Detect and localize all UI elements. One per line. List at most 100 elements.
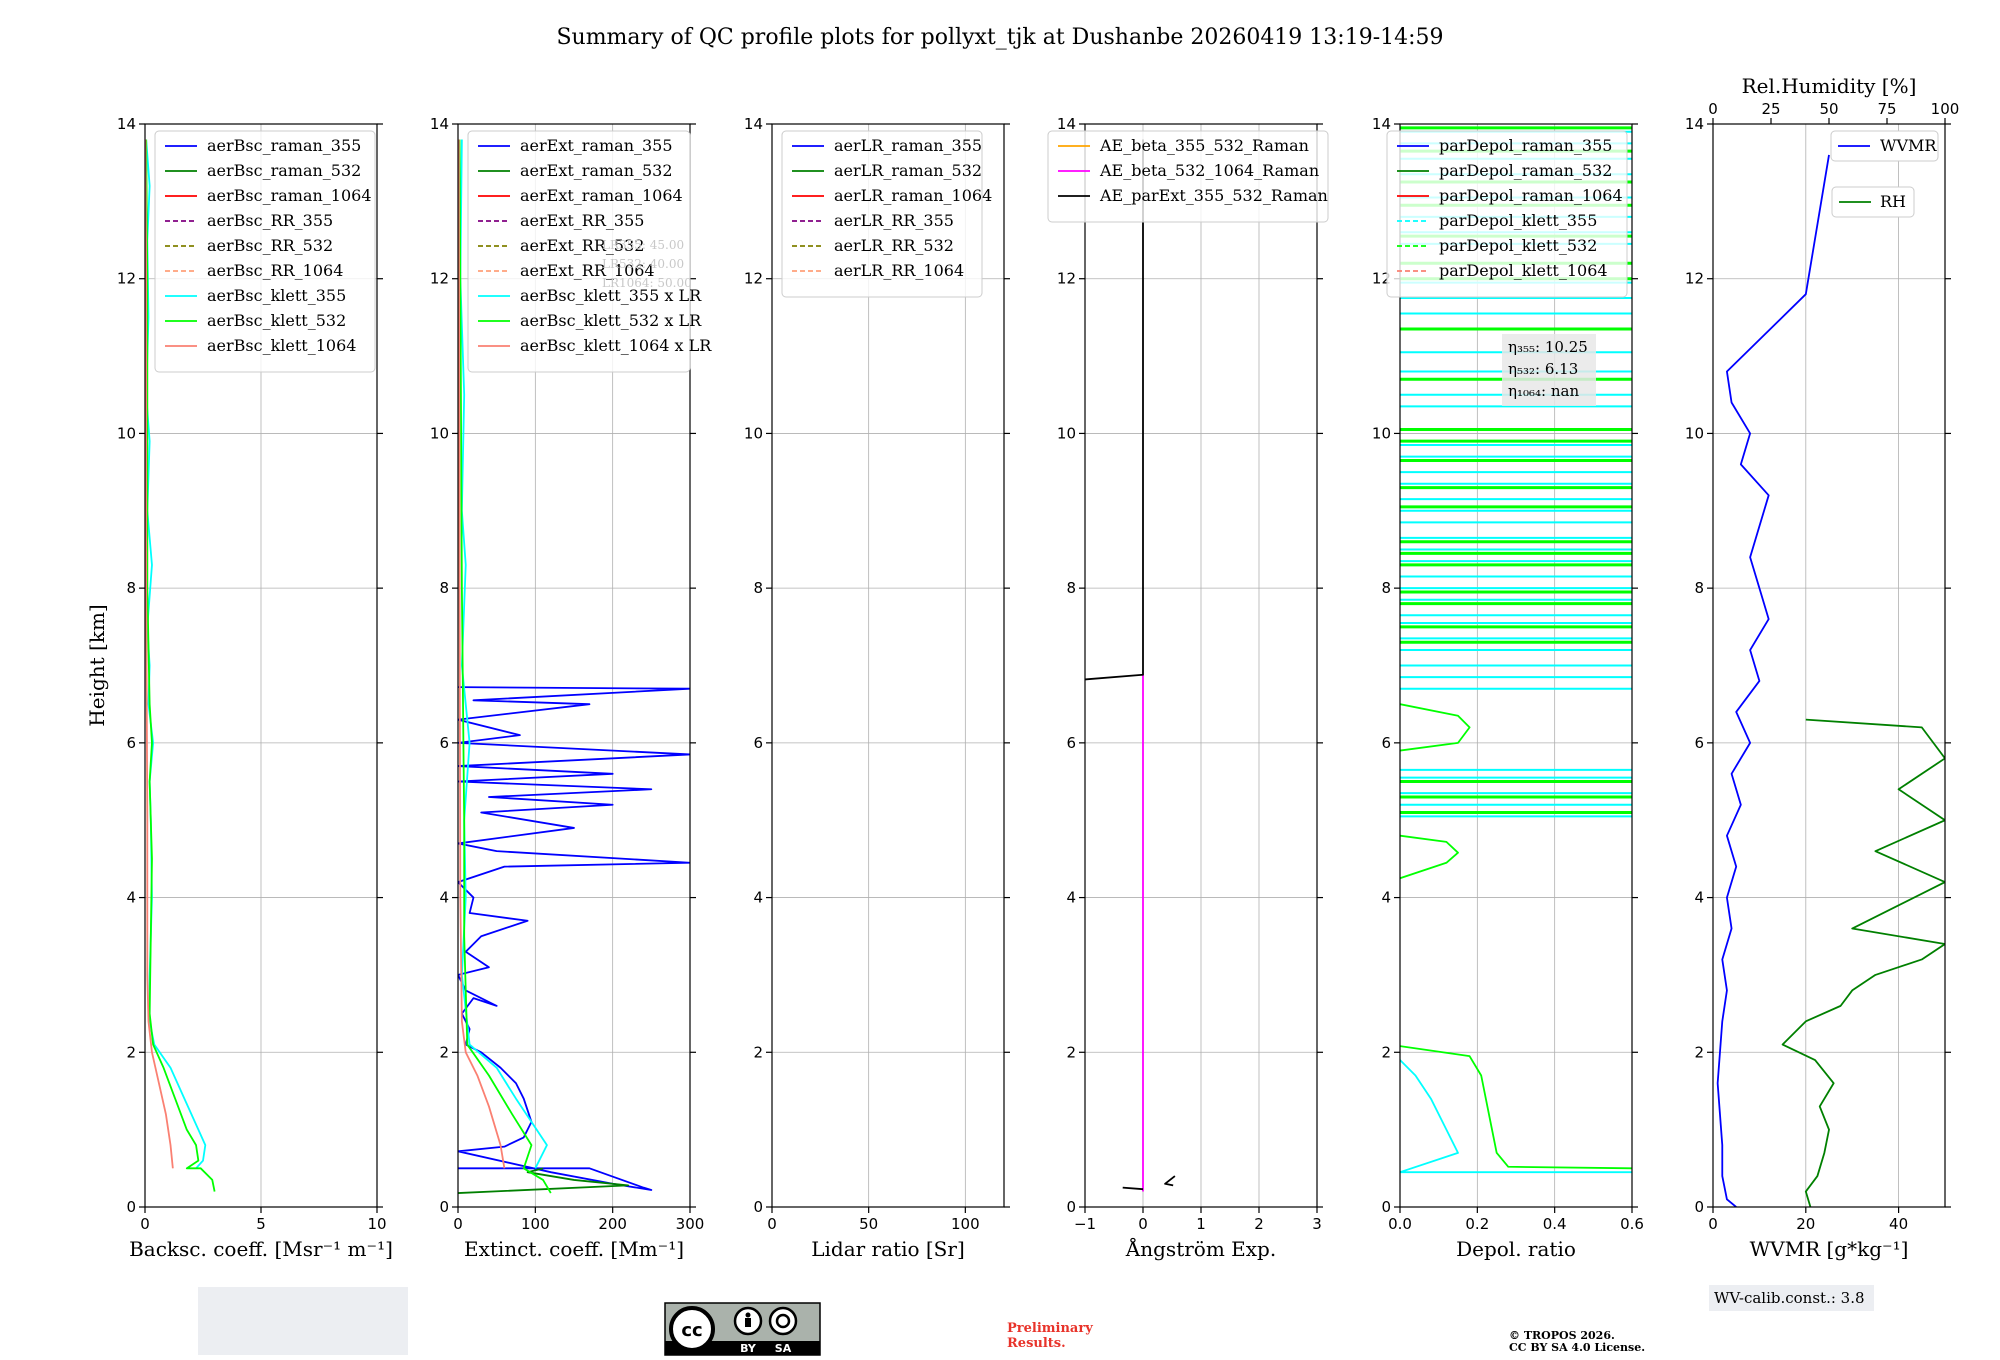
cc-license-badge: cc BY SA — [664, 1302, 821, 1356]
ytick-label: 6 — [1694, 734, 1704, 752]
legend-entry-aerbsc-raman-355: aerBsc_raman_355 — [207, 136, 361, 155]
ytick-label: 10 — [1372, 424, 1391, 442]
xtick-label: 3 — [1312, 1215, 1322, 1233]
ytick-label: 6 — [1066, 734, 1076, 752]
preliminary-line-1: Preliminary — [1007, 1321, 1093, 1336]
x2tick-label: 100 — [1931, 100, 1960, 118]
xtick-label: 0 — [453, 1215, 463, 1233]
ytick-label: 4 — [1694, 889, 1704, 907]
series-ae-parext-355-532-raman-low — [1122, 1186, 1144, 1191]
ytick-label: 12 — [117, 270, 136, 288]
axes-frame — [1712, 123, 1946, 1208]
xtick-label: 10 — [367, 1215, 386, 1233]
series-pardepol-klett-532 — [1400, 1045, 1632, 1170]
xtick-label: 0 — [1138, 1215, 1148, 1233]
ytick-label: 8 — [753, 579, 763, 597]
xaxis-title: WVMR [g*kg⁻¹] — [1750, 1237, 1909, 1261]
sa-icon — [768, 1306, 798, 1336]
legend-backscatter: aerBsc_raman_355 aerBsc_raman_532 aerBsc_r… — [154, 130, 376, 373]
legend-entry-pardepol-klett-532: parDepol_klett_532 — [1439, 236, 1597, 255]
ytick-label: 14 — [1057, 115, 1076, 133]
xtick-label: 2 — [1254, 1215, 1264, 1233]
xtick-label: 300 — [676, 1215, 705, 1233]
xaxis-title: Ångström Exp. — [1125, 1236, 1276, 1261]
legend-depol: parDepol_raman_355 parDepol_raman_532 parD… — [1386, 130, 1628, 298]
x2axis-title: Rel.Humidity [%] — [1742, 74, 1917, 98]
plot-area — [458, 139, 690, 1194]
ytick-label: 8 — [439, 579, 449, 597]
ytick-label: 8 — [1066, 579, 1076, 597]
ytick-label: 8 — [1381, 579, 1391, 597]
ytick-label: 0 — [753, 1198, 763, 1216]
ytick-label: 12 — [430, 270, 449, 288]
x2tick-label: 0 — [1708, 100, 1718, 118]
axes-frame — [144, 123, 378, 1208]
plot-area — [145, 139, 216, 1192]
legend-angstrom: AE_beta_355_532_Raman AE_beta_532_1064_Ra… — [1047, 130, 1329, 223]
legend-entry-aerlr-rr-532: aerLR_RR_532 — [834, 236, 954, 255]
ytick-label: 0 — [126, 1198, 136, 1216]
panel-backscatter: 0 2 4 6 8 10 12 14 0 5 10 Backsc. coeff. [Msr⁻¹ m⁻¹… — [85, 115, 396, 1350]
axes-frame — [1399, 123, 1633, 1208]
ytick-label: 12 — [1685, 270, 1704, 288]
legend-entry-aerext-rr-532: aerExt_RR_532 — [520, 236, 644, 255]
legend-entry-ae-beta-532-1064-raman: AE_beta_532_1064_Raman — [1099, 161, 1319, 180]
ytick-label: 6 — [753, 734, 763, 752]
legend-entry-aerbsc-klett-532-x-lr: aerBsc_klett_532 x LR — [520, 311, 702, 330]
ytick-label: 2 — [126, 1043, 136, 1061]
series-ae-parext-355-532-raman-hook — [1164, 1175, 1176, 1187]
series-aerbsc-klett-1064 — [145, 139, 174, 1169]
legend-entry-aerext-raman-1064: aerExt_raman_1064 — [520, 186, 683, 205]
legend-entry-pardepol-raman-532: parDepol_raman_532 — [1439, 161, 1612, 180]
xtick-label: 0.2 — [1465, 1215, 1489, 1233]
legend-entry-aerlr-rr-355: aerLR_RR_355 — [834, 211, 954, 230]
ytick-label: 6 — [1381, 734, 1391, 752]
preliminary-line-2: Results. — [1007, 1336, 1066, 1351]
ytick-label: 14 — [744, 115, 763, 133]
ytick-label: 2 — [1694, 1043, 1704, 1061]
figure-title: Summary of QC profile plots for pollyxt_… — [556, 25, 1443, 50]
eta-label: η₁₀₆₄: nan — [1508, 382, 1579, 400]
series-wvmr — [1716, 154, 1830, 1207]
series-ae-parext-355-532-raman — [1085, 139, 1144, 681]
xaxis-title: Extinct. coeff. [Mm⁻¹] — [464, 1237, 684, 1261]
xtick-label: 0.0 — [1388, 1215, 1412, 1233]
series-pardepol-klett-355 — [1400, 1059, 1632, 1174]
ytick-label: 4 — [1381, 889, 1391, 907]
legend-entry-aerbsc-klett-355: aerBsc_klett_355 — [207, 286, 346, 305]
xaxis-title: Backsc. coeff. [Msr⁻¹ m⁻¹] — [129, 1237, 393, 1261]
copyright-line-2: CC BY SA 4.0 License. — [1509, 1341, 1645, 1354]
wv-calib-label: WV-calib.const.: 3.8 — [1714, 1289, 1865, 1307]
ytick-label: 2 — [753, 1043, 763, 1061]
legend-extinction: aerExt_raman_355 aerExt_raman_532 aerExt_r… — [467, 130, 712, 373]
eta-labels: η₃₅₅: 10.25 η₅₃₂: 6.13 η₁₀₆₄: nan — [1502, 334, 1596, 406]
ytick-label: 0 — [439, 1198, 449, 1216]
ytick-label: 12 — [1057, 270, 1076, 288]
legend-entry-pardepol-raman-1064: parDepol_raman_1064 — [1439, 186, 1623, 205]
lr-label: LR532: 40.00 — [602, 257, 684, 271]
legend-entry-aerbsc-klett-1064: aerBsc_klett_1064 — [207, 336, 356, 355]
ytick-label: 2 — [1381, 1043, 1391, 1061]
panel-depol: 0 2 4 6 8 10 12 14 0.0 0.2 0.4 0.6 Depol. ratio parDe… — [1372, 115, 1644, 1261]
ytick-label: 14 — [117, 115, 136, 133]
legend-entry-aerext-raman-355: aerExt_raman_355 — [520, 136, 673, 155]
ytick-label: 10 — [744, 424, 763, 442]
x2tick-label: 75 — [1877, 100, 1896, 118]
cc-sa-label: SA — [775, 1342, 792, 1355]
ytick-label: 2 — [439, 1043, 449, 1061]
legend-entry-ae-beta-355-532-raman: AE_beta_355_532_Raman — [1099, 136, 1309, 155]
legend-entry-aerbsc-klett-355-x-lr: aerBsc_klett_355 x LR — [520, 286, 702, 305]
xtick-label: 1 — [1196, 1215, 1206, 1233]
eta-label: η₃₅₅: 10.25 — [1508, 338, 1588, 356]
ytick-label: 10 — [1057, 424, 1076, 442]
series-aerbsc-klett-532-x-lr — [458, 139, 552, 1194]
xtick-label: 5 — [256, 1215, 266, 1233]
legend-entry-aerlr-rr-1064: aerLR_RR_1064 — [834, 261, 964, 280]
legend-wvmr: WVMR — [1830, 130, 1939, 162]
xtick-label: 200 — [598, 1215, 627, 1233]
ytick-label: 14 — [1372, 115, 1391, 133]
x2tick-label: 50 — [1819, 100, 1838, 118]
